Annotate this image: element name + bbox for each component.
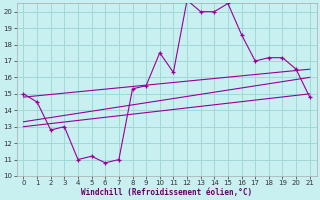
X-axis label: Windchill (Refroidissement éolien,°C): Windchill (Refroidissement éolien,°C) <box>81 188 252 197</box>
